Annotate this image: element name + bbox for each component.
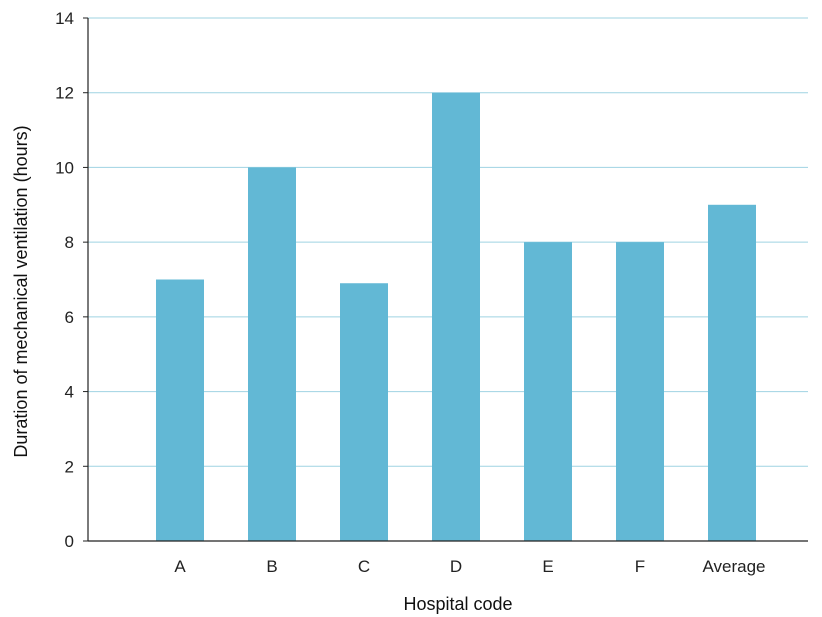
- x-tick-label-b: B: [266, 557, 277, 576]
- x-tick-label-d: D: [450, 557, 462, 576]
- x-tick-labels: A B C D E F Average: [174, 557, 765, 576]
- bar-average: [708, 204, 756, 542]
- y-axis-title: Duration of mechanical ventilation (hour…: [11, 125, 31, 457]
- x-tick-label-c: C: [358, 557, 370, 576]
- x-tick-label-average: Average: [702, 557, 765, 576]
- y-tick-label-2: 2: [65, 457, 74, 476]
- bar-b: [248, 167, 296, 541]
- y-tick-labels: 0 2 4 6 8 10 12 14: [55, 9, 88, 551]
- x-axis-title: Hospital code: [403, 594, 512, 614]
- y-tick-label-0: 0: [65, 532, 74, 551]
- y-tick-label-14: 14: [55, 9, 74, 28]
- y-tick-label-12: 12: [55, 84, 74, 103]
- bar-c: [340, 283, 388, 541]
- y-tick-label-6: 6: [65, 308, 74, 327]
- y-tick-label-8: 8: [65, 233, 74, 252]
- bar-e: [524, 242, 572, 541]
- x-tick-label-f: F: [635, 557, 645, 576]
- bars: [156, 92, 756, 542]
- y-tick-label-10: 10: [55, 158, 74, 177]
- x-tick-label-e: E: [542, 557, 553, 576]
- axes: [87, 18, 808, 542]
- bar-f: [616, 242, 664, 541]
- bar-d: [432, 92, 480, 541]
- x-tick-label-a: A: [174, 557, 186, 576]
- y-tick-label-4: 4: [65, 383, 74, 402]
- bar-a: [156, 279, 204, 541]
